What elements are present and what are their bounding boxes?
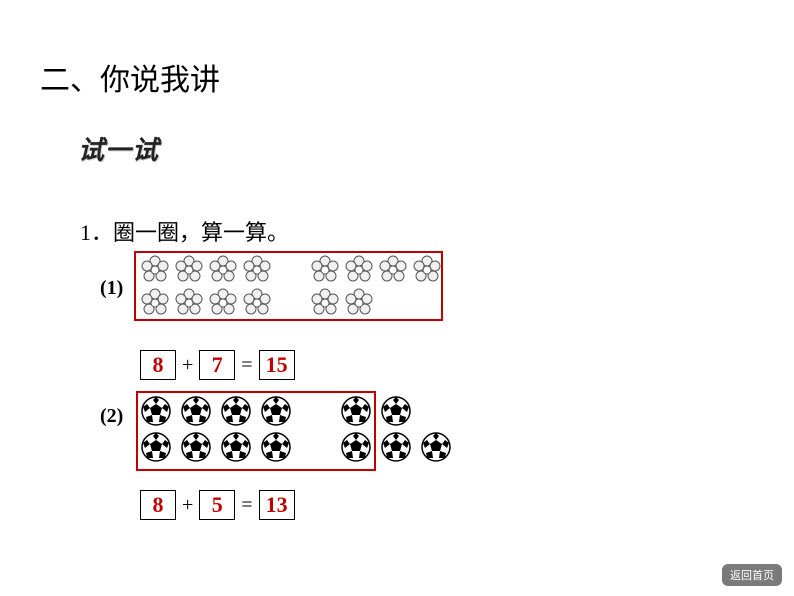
flower-icon: [344, 288, 374, 318]
plus-icon: +: [182, 354, 193, 377]
empty-cell: [300, 431, 330, 461]
problem-2-label: (2): [100, 405, 123, 428]
eq-box-a: 8: [140, 490, 176, 520]
flower-icon: [378, 255, 408, 285]
back-home-button[interactable]: 返回首页: [722, 564, 782, 586]
problem-2-icons: [140, 395, 454, 461]
eq-box-c: 15: [259, 350, 295, 380]
flower-icon: [208, 255, 238, 285]
sub-heading: 试一试: [78, 130, 159, 167]
problem-2-equation: 8 + 5 = 13: [140, 490, 295, 520]
empty-cell: [378, 288, 408, 318]
flower-icon: [140, 255, 170, 285]
eq-box-b: 7: [199, 350, 235, 380]
empty-cell: [276, 255, 306, 285]
plus-icon: +: [182, 494, 193, 517]
soccer-icon: [140, 395, 170, 425]
equals-icon: =: [241, 354, 252, 377]
flower-icon: [310, 288, 340, 318]
flower-icon: [310, 255, 340, 285]
soccer-icon: [260, 395, 290, 425]
flower-icon: [242, 255, 272, 285]
flower-icon: [174, 288, 204, 318]
flower-icon: [140, 288, 170, 318]
flower-icon: [174, 255, 204, 285]
eq-box-a: 8: [140, 350, 176, 380]
flower-icon: [208, 288, 238, 318]
problem-1-icons: [140, 255, 442, 318]
soccer-icon: [380, 431, 410, 461]
equals-icon: =: [241, 494, 252, 517]
soccer-icon: [340, 395, 370, 425]
empty-cell: [276, 288, 306, 318]
empty-cell: [300, 395, 330, 425]
soccer-icon: [220, 431, 250, 461]
soccer-icon: [260, 431, 290, 461]
eq-box-c: 13: [259, 490, 295, 520]
question-text: 1．圈一圈，算一算。: [80, 215, 289, 247]
problem-1-label: (1): [100, 277, 123, 300]
problem-1-equation: 8 + 7 = 15: [140, 350, 295, 380]
soccer-icon: [220, 395, 250, 425]
eq-box-b: 5: [199, 490, 235, 520]
flower-icon: [412, 255, 442, 285]
flower-icon: [344, 255, 374, 285]
section-heading: 二、你说我讲: [40, 55, 220, 99]
soccer-icon: [340, 431, 370, 461]
flower-icon: [242, 288, 272, 318]
soccer-icon: [180, 431, 210, 461]
soccer-icon: [180, 395, 210, 425]
soccer-icon: [140, 431, 170, 461]
empty-cell: [412, 288, 442, 318]
soccer-icon: [380, 395, 410, 425]
empty-cell: [420, 395, 450, 425]
soccer-icon: [420, 431, 450, 461]
